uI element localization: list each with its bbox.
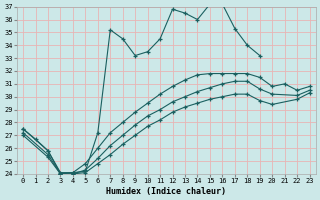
X-axis label: Humidex (Indice chaleur): Humidex (Indice chaleur) <box>106 187 226 196</box>
